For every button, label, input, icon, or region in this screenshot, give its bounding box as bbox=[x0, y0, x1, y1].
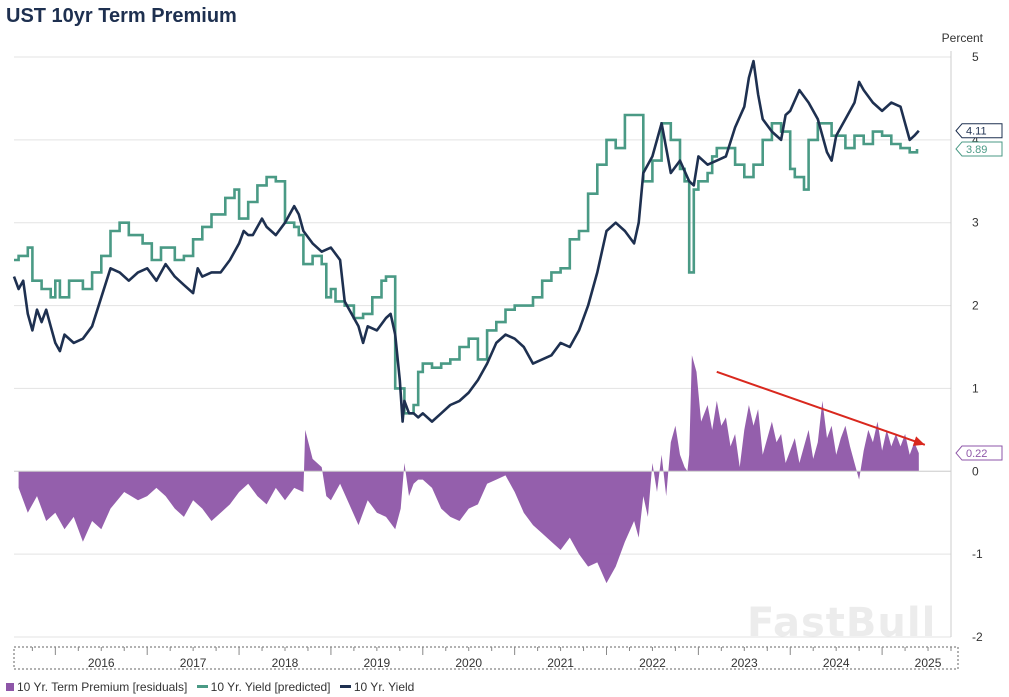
y-tick-label: 0 bbox=[972, 464, 979, 478]
value-tag-label: 0.22 bbox=[966, 448, 987, 460]
term-premium-area-path bbox=[18, 355, 919, 584]
x-year-label: 2023 bbox=[731, 656, 758, 670]
y-tick-label: 1 bbox=[972, 381, 979, 395]
legend-swatch bbox=[196, 685, 208, 688]
x-year-label: 2017 bbox=[180, 656, 207, 670]
value-tag-label: 4.11 bbox=[966, 126, 987, 138]
legend-swatch bbox=[339, 685, 351, 688]
y-tick-label: -2 bbox=[972, 630, 983, 644]
x-year-label: 2021 bbox=[547, 656, 574, 670]
y-tick-label: 5 bbox=[972, 50, 979, 64]
x-year-label: 2022 bbox=[639, 656, 666, 670]
trend-arrow-head bbox=[912, 436, 925, 446]
y-tick-label: 4 bbox=[972, 133, 979, 147]
end-value-tags: 4.11 3.89 0.22 bbox=[955, 123, 1003, 461]
yield-line bbox=[12, 59, 920, 423]
chart-title: UST 10yr Term Premium bbox=[6, 5, 237, 27]
value-tag-label: 3.89 bbox=[966, 144, 987, 156]
x-year-label: 2024 bbox=[823, 656, 850, 670]
legend-label: 10 Yr. Term Premium [residuals] bbox=[17, 680, 188, 694]
legend-item-yield[interactable]: 10 Yr. Yield bbox=[339, 680, 415, 694]
series-lines bbox=[12, 59, 920, 423]
legend-label: 10 Yr. Yield bbox=[353, 680, 415, 694]
value-tag-box bbox=[955, 123, 1003, 139]
y-axis: Percent 5 4 3 2 1 0 -1 -2 bbox=[942, 31, 984, 644]
legend-item-term-premium[interactable]: 10 Yr. Term Premium [residuals] bbox=[6, 680, 187, 694]
navigator-strip bbox=[13, 646, 959, 670]
y-tick-label: 3 bbox=[972, 216, 979, 230]
gridlines bbox=[14, 51, 952, 638]
legend-swatch bbox=[6, 683, 14, 691]
legend-label: 10 Yr. Yield [predicted] bbox=[210, 680, 331, 694]
x-year-label: 2018 bbox=[272, 656, 299, 670]
term-premium-area bbox=[14, 355, 951, 584]
y-axis-label: Percent bbox=[942, 31, 984, 45]
trend-arrow bbox=[716, 370, 926, 446]
legend: 10 Yr. Term Premium [residuals] 10 Yr. Y… bbox=[6, 680, 420, 694]
x-axis-navigator[interactable]: 2016 2017 2018 2019 2020 2021 2022 2023 2024 2025 bbox=[13, 646, 959, 670]
x-year-label: 2025 bbox=[915, 656, 942, 670]
y-tick-label: 2 bbox=[972, 299, 979, 313]
yield-predicted-line bbox=[14, 113, 919, 415]
trend-arrow-shaft bbox=[716, 370, 926, 446]
y-tick-label: -1 bbox=[972, 547, 983, 561]
value-tag-box bbox=[955, 141, 1003, 157]
value-tag-box bbox=[955, 445, 1003, 461]
x-year-label: 2020 bbox=[455, 656, 482, 670]
x-year-label: 2019 bbox=[364, 656, 391, 670]
x-year-label: 2016 bbox=[88, 656, 115, 670]
legend-item-yield-predicted[interactable]: 10 Yr. Yield [predicted] bbox=[196, 680, 331, 694]
watermark-logo: FastBull bbox=[747, 600, 937, 646]
